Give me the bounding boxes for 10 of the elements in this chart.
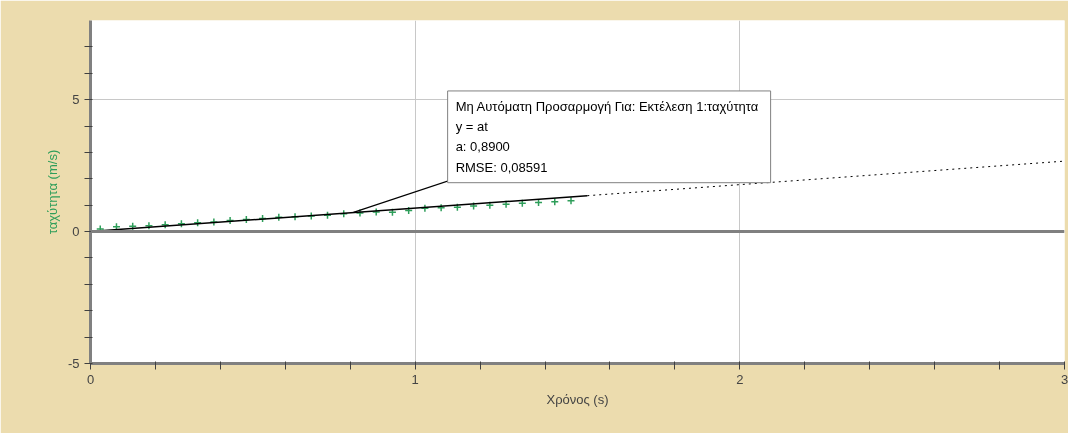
x-tick-label: 3	[1060, 371, 1068, 387]
x-axis-title: Χρόνος (s)	[546, 391, 609, 407]
x-tick-label: 2	[736, 371, 744, 387]
y-tick-label: 0	[72, 224, 80, 240]
x-tick-label: 1	[411, 371, 419, 387]
y-axis-title: ταχύτητα (m/s)	[44, 149, 60, 235]
annotation: Μη Αυτόματη Προσαρμογή Για: Εκτέλεση 1:ταχύτητα y = at a: 0,8900 RMSE: 0,08591	[455, 98, 759, 175]
y-tick-label: -5	[67, 356, 80, 371]
x-tick-label: 0	[86, 371, 95, 387]
y-tick-label: 5	[72, 92, 80, 108]
